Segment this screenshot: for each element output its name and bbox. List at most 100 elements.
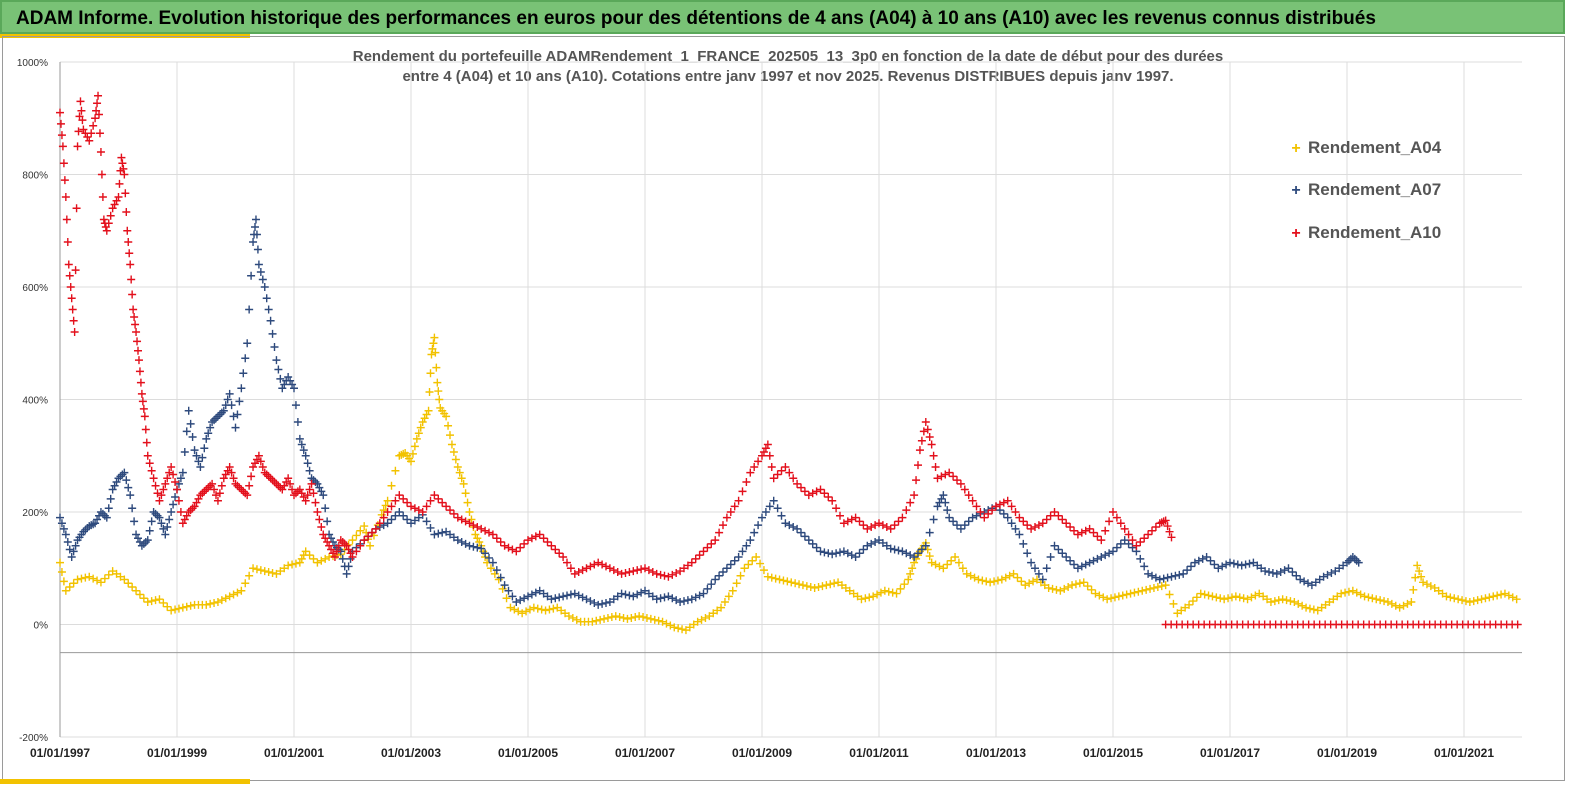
point-a10	[637, 565, 646, 574]
point-a07	[1097, 553, 1106, 561]
point-a10	[949, 472, 958, 481]
point-a10	[912, 476, 921, 485]
point-a04	[1005, 571, 1014, 580]
point-a07	[225, 389, 234, 398]
point-a07	[147, 517, 156, 526]
point-a10	[598, 560, 607, 569]
point-a07	[699, 589, 708, 598]
point-a04	[966, 571, 975, 580]
point-a04	[674, 624, 683, 633]
point-a04	[752, 553, 761, 561]
point-a04	[826, 580, 835, 589]
point-a10	[917, 436, 926, 445]
point-a10	[767, 463, 776, 471]
point-a04	[171, 605, 180, 614]
point-a04	[522, 607, 531, 616]
point-a10	[140, 412, 149, 421]
point-a10	[71, 266, 80, 275]
point-a10	[1144, 530, 1153, 539]
point-a04	[876, 588, 885, 597]
point-a04	[85, 572, 94, 581]
point-a04	[572, 615, 581, 624]
point-a10	[1140, 534, 1149, 543]
point-a10	[1109, 508, 1117, 516]
point-a10	[288, 485, 297, 494]
point-a10	[243, 491, 252, 500]
point-a07	[258, 275, 267, 284]
point-a07	[1155, 575, 1164, 584]
point-a10	[161, 479, 170, 488]
point-a04	[475, 538, 484, 546]
point-a10	[722, 513, 731, 522]
point-a10	[726, 508, 735, 516]
legend: + Rendement_A04 + Rendement_A07 + Rendem…	[1291, 138, 1441, 242]
point-a10	[758, 451, 766, 460]
point-a07	[157, 519, 166, 528]
point-a10	[321, 534, 330, 543]
point-a04	[73, 575, 82, 584]
point-a07	[395, 508, 404, 516]
point-a10	[120, 170, 129, 179]
point-a07	[149, 508, 158, 516]
point-a10	[691, 554, 700, 563]
point-a10	[395, 491, 404, 500]
point-a04	[163, 602, 172, 611]
point-a07	[1093, 554, 1102, 563]
point-a07	[217, 408, 226, 417]
point-a07	[730, 556, 739, 565]
point-a10	[327, 545, 336, 554]
point-a07	[711, 575, 720, 584]
point-a07	[933, 502, 942, 511]
point-a07	[504, 586, 513, 595]
point-a10	[629, 567, 638, 576]
point-a07	[1352, 556, 1361, 565]
point-a10	[1073, 530, 1082, 539]
point-a10	[566, 564, 575, 573]
point-a10	[625, 568, 634, 576]
point-a04	[756, 559, 765, 568]
point-a07	[890, 545, 899, 554]
point-a10	[1007, 502, 1016, 511]
point-a07	[219, 406, 228, 415]
point-a10	[72, 204, 81, 213]
point-a04	[444, 421, 453, 430]
point-a04	[1504, 591, 1513, 600]
point-a10	[136, 378, 145, 387]
point-a07	[130, 517, 139, 526]
point-a04	[533, 604, 542, 613]
point-a10	[927, 440, 936, 449]
point-a04	[1344, 587, 1353, 596]
point-a04	[939, 564, 948, 573]
point-a04	[925, 552, 934, 561]
point-a07	[323, 517, 332, 526]
point-a07	[169, 500, 178, 509]
point-a10	[1070, 526, 1078, 535]
point-a07	[1042, 564, 1051, 573]
point-a04	[120, 575, 129, 584]
point-a10	[133, 337, 142, 346]
point-a04	[861, 594, 870, 603]
point-a04	[1469, 597, 1478, 606]
point-a07	[1019, 539, 1028, 548]
point-a10	[496, 538, 505, 546]
point-a10	[824, 493, 833, 501]
point-a07	[1015, 530, 1024, 539]
point-a07	[438, 528, 447, 537]
point-a07	[192, 451, 201, 460]
point-a04	[96, 578, 105, 587]
point-a04	[1095, 591, 1104, 600]
accent-bar-bottom	[0, 779, 250, 784]
point-a07	[1327, 568, 1336, 577]
point-a04	[1407, 598, 1416, 606]
point-a07	[551, 594, 560, 603]
point-a04	[1286, 597, 1295, 606]
point-a07	[863, 541, 872, 550]
point-a07	[516, 596, 525, 605]
point-a10	[219, 474, 228, 483]
point-a10	[730, 502, 739, 511]
point-a07	[98, 509, 107, 518]
point-a04	[1149, 583, 1158, 592]
point-a04	[1247, 593, 1256, 602]
point-a07	[785, 521, 794, 530]
point-a07	[245, 305, 254, 314]
